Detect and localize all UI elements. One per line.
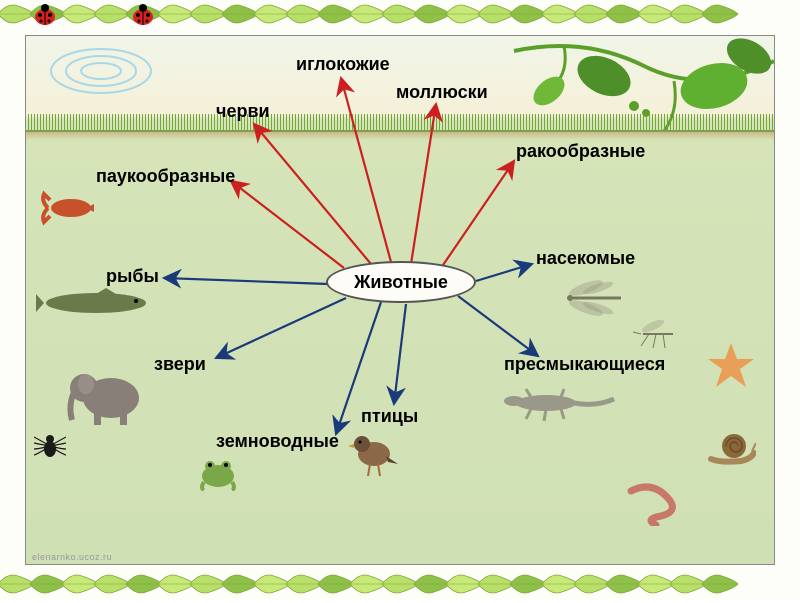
label-molluscs: моллюски bbox=[396, 82, 488, 103]
spider-icon bbox=[34, 431, 66, 461]
elephant-icon bbox=[66, 366, 146, 426]
diagram-panel: Животные иглокожие моллюски черви ракооб… bbox=[25, 35, 775, 565]
pike-fish-icon bbox=[36, 288, 156, 318]
label-insects: насекомые bbox=[536, 248, 635, 269]
lizard-icon bbox=[496, 381, 616, 426]
crayfish-icon bbox=[36, 186, 96, 226]
ladybug-icon bbox=[130, 4, 156, 26]
center-label: Животные bbox=[354, 272, 448, 293]
frog-icon bbox=[196, 456, 241, 491]
center-node: Животные bbox=[326, 261, 476, 303]
ladybug-icon bbox=[32, 4, 58, 26]
sparrow-icon bbox=[346, 426, 401, 481]
label-arachnids: паукообразные bbox=[96, 166, 235, 187]
leaf-border-top bbox=[0, 0, 800, 30]
label-mammals: звери bbox=[154, 354, 206, 375]
earthworm-icon bbox=[626, 481, 696, 526]
mosquito-icon bbox=[631, 316, 681, 351]
label-crustaceans: ракообразные bbox=[516, 141, 645, 162]
label-worms: черви bbox=[216, 101, 270, 122]
label-reptiles: пресмыкающиеся bbox=[504, 354, 665, 375]
snail-icon bbox=[706, 431, 756, 466]
slide-frame: Животные иглокожие моллюски черви ракооб… bbox=[0, 0, 800, 600]
label-echinoderms: иглокожие bbox=[296, 54, 390, 75]
leaf-border-bottom bbox=[0, 570, 800, 600]
label-birds: птицы bbox=[361, 406, 418, 427]
starfish-icon bbox=[706, 341, 756, 391]
dragonfly-icon bbox=[556, 276, 626, 321]
label-amphibians: земноводные bbox=[216, 431, 339, 452]
label-fish: рыбы bbox=[106, 266, 159, 287]
